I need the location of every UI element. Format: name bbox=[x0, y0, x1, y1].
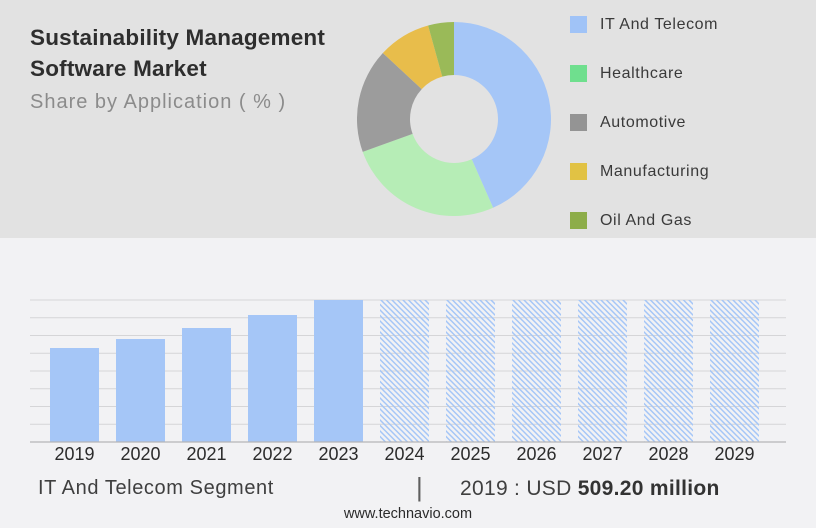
stat-prefix: 2019 : USD bbox=[460, 477, 572, 500]
x-tick-2023: 2023 bbox=[318, 444, 358, 464]
separator: | bbox=[416, 472, 423, 502]
legend-item-oil-and-gas: Oil And Gas bbox=[570, 212, 718, 229]
legend-label: Oil And Gas bbox=[600, 211, 692, 229]
donut-segment-healthcare bbox=[362, 133, 494, 216]
bar-2025 bbox=[446, 300, 495, 442]
bar-2021 bbox=[182, 328, 231, 442]
bar-2029 bbox=[710, 300, 759, 442]
x-tick-2019: 2019 bbox=[54, 444, 94, 464]
bar-2026 bbox=[512, 300, 561, 442]
bar-chart: 2019 2020 2021 2022 2023 2024 2025 2026 2027 2028… bbox=[30, 299, 786, 464]
legend-swatch-icon bbox=[570, 65, 587, 82]
legend-item-automotive: Automotive bbox=[570, 114, 718, 131]
segment-label: IT And Telecom Segment bbox=[38, 477, 274, 499]
donut-segment-manufacturing bbox=[382, 25, 443, 90]
legend-item-manufacturing: Manufacturing bbox=[570, 163, 718, 180]
legend-label: Automotive bbox=[600, 113, 687, 131]
x-tick-2027: 2027 bbox=[582, 444, 622, 464]
x-tick-2024: 2024 bbox=[384, 444, 424, 464]
x-tick-2029: 2029 bbox=[714, 444, 754, 464]
x-tick-2020: 2020 bbox=[120, 444, 160, 464]
legend-label: Healthcare bbox=[600, 64, 684, 82]
x-tick-2028: 2028 bbox=[648, 444, 688, 464]
legend-label: Manufacturing bbox=[600, 162, 710, 180]
bar-2022 bbox=[248, 315, 297, 442]
legend-swatch-icon bbox=[570, 16, 587, 33]
bar-2019 bbox=[50, 348, 99, 442]
legend: IT And Telecom Healthcare Automotive Man… bbox=[570, 16, 718, 261]
bar-2027 bbox=[578, 300, 627, 442]
legend-item-it-and-telecom: IT And Telecom bbox=[570, 16, 718, 33]
website-url: www.technavio.com bbox=[343, 506, 473, 522]
title-block: Sustainability Management Software Marke… bbox=[30, 22, 360, 114]
page-title-line1: Sustainability Management bbox=[30, 25, 326, 50]
stat-line: 2019 : USD 509.20 million bbox=[460, 477, 720, 501]
donut-chart bbox=[357, 22, 551, 216]
bar-2024 bbox=[380, 300, 429, 442]
chart-subtitle: Share by Application ( % ) bbox=[30, 91, 287, 113]
legend-label: IT And Telecom bbox=[600, 15, 719, 33]
page-title-line2: Software Market bbox=[30, 56, 207, 81]
donut-segment-it-and-telecom bbox=[454, 22, 551, 208]
donut-segment-oil-and-gas bbox=[428, 22, 454, 77]
bar-2028 bbox=[644, 300, 693, 442]
legend-swatch-icon bbox=[570, 163, 587, 180]
bar-2023 bbox=[314, 300, 363, 442]
x-tick-2022: 2022 bbox=[252, 444, 292, 464]
legend-swatch-icon bbox=[570, 212, 587, 229]
bar-2020 bbox=[116, 339, 165, 442]
stat-value: 509.20 million bbox=[577, 477, 720, 500]
x-tick-2025: 2025 bbox=[450, 444, 490, 464]
donut-segment-automotive bbox=[357, 53, 422, 152]
legend-swatch-icon bbox=[570, 114, 587, 131]
x-tick-2026: 2026 bbox=[516, 444, 556, 464]
x-tick-2021: 2021 bbox=[186, 444, 226, 464]
legend-item-healthcare: Healthcare bbox=[570, 65, 718, 82]
